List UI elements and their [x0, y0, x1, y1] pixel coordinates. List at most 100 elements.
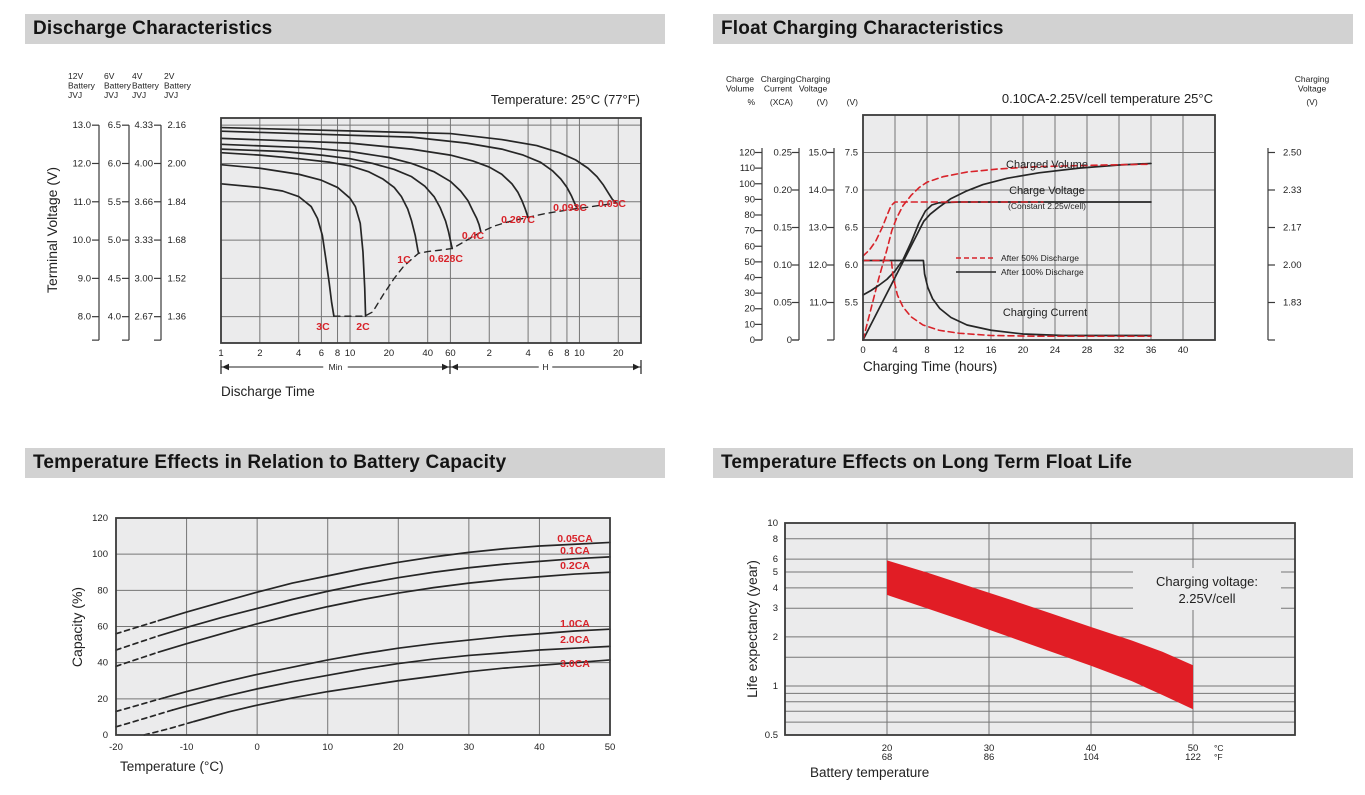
svg-text:7.0: 7.0: [845, 185, 858, 196]
svg-text:30: 30: [984, 743, 995, 754]
svg-text:0.5: 0.5: [765, 730, 778, 741]
svg-text:10: 10: [767, 518, 778, 529]
svg-text:2.17: 2.17: [1283, 223, 1302, 234]
svg-text:°C: °C: [1214, 743, 1224, 753]
svg-text:2.33: 2.33: [1283, 185, 1302, 196]
svg-text:4: 4: [773, 583, 778, 594]
svg-text:1C: 1C: [397, 254, 411, 266]
svg-text:16: 16: [986, 345, 997, 356]
svg-text:0.093C: 0.093C: [553, 202, 587, 214]
svg-text:20: 20: [384, 348, 395, 359]
svg-text:(Constant 2.25v/cell): (Constant 2.25v/cell): [1008, 201, 1086, 211]
series-0.207C: [220, 137, 530, 219]
svg-text:Battery: Battery: [132, 81, 160, 91]
svg-text:6.5: 6.5: [108, 120, 121, 131]
svg-text:1.52: 1.52: [168, 273, 187, 284]
svg-text:JVJ: JVJ: [68, 90, 82, 100]
svg-text:2.00: 2.00: [168, 158, 187, 169]
svg-text:80: 80: [97, 585, 108, 596]
svg-text:6.0: 6.0: [845, 260, 858, 271]
svg-text:8: 8: [924, 345, 929, 356]
svg-text:86: 86: [984, 752, 995, 763]
svg-text:3.0CA: 3.0CA: [560, 658, 590, 670]
series-3C: [220, 182, 335, 318]
section-title-text: Float Charging Characteristics: [721, 18, 1004, 39]
svg-text:4.0: 4.0: [108, 312, 121, 323]
svg-text:14.0: 14.0: [809, 185, 828, 196]
svg-text:50: 50: [605, 742, 616, 753]
svg-text:Current: Current: [764, 84, 793, 94]
svg-text:3.66: 3.66: [135, 197, 154, 208]
series-0.1CA: [157, 556, 611, 637]
svg-text:Charging Current: Charging Current: [1003, 307, 1087, 319]
svg-text:50: 50: [744, 257, 755, 268]
svg-text:20: 20: [393, 742, 404, 753]
svg-text:0.10CA-2.25V/cell temperature: 0.10CA-2.25V/cell temperature 25°C: [1002, 91, 1213, 106]
svg-text:15.0: 15.0: [809, 148, 828, 159]
section-title-discharge: Discharge Characteristics: [25, 14, 665, 44]
svg-text:6V: 6V: [104, 71, 115, 81]
svg-text:1.0CA: 1.0CA: [560, 618, 590, 630]
svg-text:70: 70: [744, 226, 755, 237]
svg-text:Charging: Charging: [761, 74, 796, 84]
svg-text:10.0: 10.0: [73, 235, 92, 246]
svg-text:0.05C: 0.05C: [598, 198, 626, 210]
svg-text:Life expectancy (year): Life expectancy (year): [744, 560, 760, 698]
svg-text:0.05CA: 0.05CA: [557, 533, 593, 545]
section-title-text: Temperature Effects on Long Term Float L…: [721, 452, 1133, 473]
discharge-characteristics: 1 2 4 6 8 10 20 40 60 2 4 6 8 10 2013.012.011.010.09.0…: [44, 71, 642, 399]
svg-text:H: H: [542, 362, 548, 372]
svg-text:(XCA): (XCA): [770, 97, 793, 107]
svg-text:-20: -20: [109, 742, 123, 753]
svg-text:-10: -10: [180, 742, 194, 753]
svg-text:Battery temperature: Battery temperature: [810, 765, 929, 780]
svg-text:°F: °F: [1214, 752, 1223, 762]
svg-text:20: 20: [744, 304, 755, 315]
svg-text:28: 28: [1082, 345, 1093, 356]
svg-text:Voltage: Voltage: [1298, 84, 1327, 94]
svg-text:20: 20: [882, 743, 893, 754]
svg-text:8.0: 8.0: [78, 312, 91, 323]
svg-text:1.83: 1.83: [1283, 298, 1302, 309]
svg-text:2C: 2C: [356, 321, 370, 333]
series-1.0CA-dashed: [115, 696, 167, 713]
svg-text:Battery: Battery: [104, 81, 132, 91]
svg-text:Temperature (°C): Temperature (°C): [120, 759, 224, 774]
svg-text:12.0: 12.0: [73, 158, 92, 169]
svg-text:0: 0: [787, 335, 792, 346]
svg-text:Charging: Charging: [796, 74, 831, 84]
svg-text:0.628C: 0.628C: [429, 253, 463, 265]
svg-text:Charged Volume: Charged Volume: [1006, 159, 1088, 171]
svg-text:(V): (V): [847, 97, 859, 107]
svg-text:4: 4: [525, 348, 530, 359]
svg-text:9.0: 9.0: [78, 273, 91, 284]
svg-text:0: 0: [254, 742, 259, 753]
series-0.1CA-dashed: [115, 635, 160, 651]
svg-text:0.207C: 0.207C: [501, 214, 535, 226]
svg-text:6.0: 6.0: [108, 158, 121, 169]
svg-text:1: 1: [218, 348, 223, 359]
svg-text:0.4C: 0.4C: [462, 230, 485, 242]
series-charge-voltage-50: [862, 201, 1044, 257]
svg-text:1.84: 1.84: [168, 197, 187, 208]
svg-text:4: 4: [296, 348, 301, 359]
series-2C: [220, 163, 367, 318]
svg-text:2V: 2V: [164, 71, 175, 81]
svg-text:13.0: 13.0: [809, 223, 828, 234]
svg-text:After 100% Discharge: After 100% Discharge: [1001, 267, 1084, 277]
svg-text:0.2CA: 0.2CA: [560, 560, 590, 572]
svg-text:12V: 12V: [68, 71, 83, 81]
series-0.4C: [220, 143, 482, 233]
svg-text:Capacity (%): Capacity (%): [69, 587, 85, 667]
svg-text:0: 0: [103, 730, 108, 741]
svg-text:Discharge Time: Discharge Time: [221, 384, 315, 399]
svg-text:6: 6: [773, 554, 778, 565]
svg-text:0.05: 0.05: [774, 298, 793, 309]
svg-text:1.68: 1.68: [168, 235, 187, 246]
svg-text:1: 1: [773, 681, 778, 692]
svg-text:Terminal Voltage (V): Terminal Voltage (V): [44, 167, 60, 293]
svg-text:JVJ: JVJ: [104, 90, 118, 100]
